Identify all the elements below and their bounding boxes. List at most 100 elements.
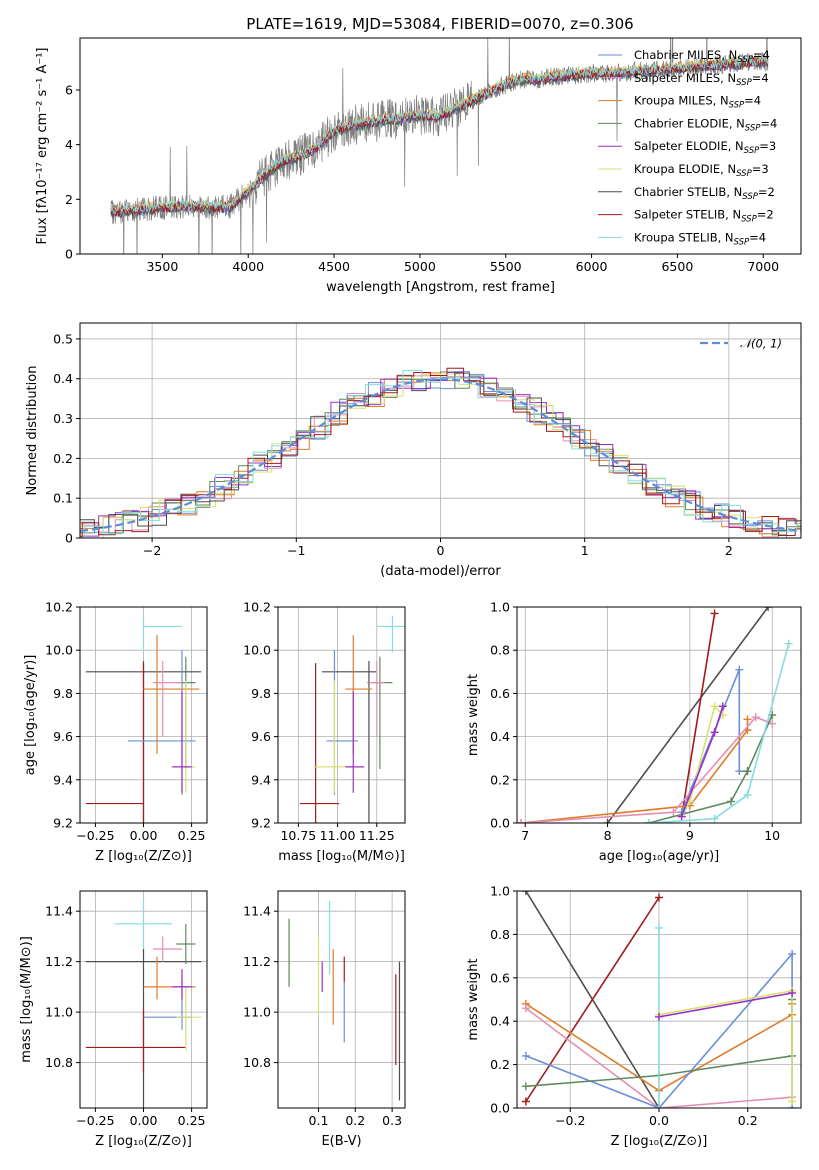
legend-subscript: SSP — [741, 215, 757, 225]
y-axis-label: mass weight — [466, 958, 481, 1040]
y-tick-label: 9.2 — [251, 816, 271, 831]
x-tick-label: −0.2 — [555, 1113, 585, 1128]
series-group — [521, 891, 797, 1108]
axes-frame — [79, 606, 208, 824]
x-tick-label: 7 — [521, 828, 529, 843]
x-tick-label: 9 — [686, 828, 694, 843]
data-point-marker — [521, 1097, 530, 1106]
data-point-marker — [655, 1012, 663, 1021]
weight-vs-age-panel: 7 8 9 10 0.0 0.2 0.4 0.6 0.8 1.0 age [log₁₀(age/yr… — [466, 600, 802, 864]
legend-subscript: SSP — [729, 101, 745, 111]
x-tick-label: 7000 — [747, 259, 779, 274]
y-tick-label: 9.4 — [251, 772, 271, 787]
x-tick-label: 11.00 — [320, 828, 356, 843]
y-axis-label: Flux [fλ10⁻¹⁷ erg cm⁻² s⁻¹ A⁻¹] — [35, 48, 50, 245]
legend-label: Salpeter MILES, NSSP=4 — [634, 71, 769, 88]
y-tick-label: 9.8 — [53, 686, 73, 701]
legend-subscript: SSP — [736, 169, 752, 179]
y-tick-label: 11.2 — [243, 954, 271, 969]
data-point-marker — [517, 819, 526, 823]
x-tick-label: 0.2 — [738, 1113, 758, 1128]
x-tick-label: 5500 — [490, 259, 522, 274]
y-tick-label: 9.6 — [53, 729, 73, 744]
y-tick-label: 0.2 — [53, 451, 73, 466]
data-point-marker — [669, 808, 678, 817]
data-point-marker — [718, 702, 727, 711]
age-vs-metallicity-panel: −0.25 0.00 0.25 9.2 9.4 9.6 9.8 10.0 10.2 Z [log₁… — [23, 600, 208, 864]
x-axis-label: (data-model)/error — [380, 564, 501, 579]
data-point-marker — [768, 719, 777, 728]
x-tick-label: −2 — [143, 543, 161, 558]
y-tick-label: 0.0 — [490, 816, 510, 831]
legend-subscript: SSP — [737, 55, 753, 65]
legend-value: =4 — [749, 230, 766, 244]
figure-title: PLATE=1619, MJD=53084, FIBERID=0070, z=0… — [246, 15, 633, 33]
legend-subscript: SSP — [734, 237, 750, 247]
y-tick-label: 11.2 — [45, 954, 73, 969]
data-point-marker — [603, 819, 612, 823]
x-tick-label: 3500 — [146, 259, 178, 274]
y-tick-label: 0.4 — [53, 371, 73, 386]
legend-label: Kroupa STELIB, NSSP=4 — [634, 230, 766, 247]
y-axis-label: mass weight — [466, 674, 481, 756]
y-tick-label: 0 — [65, 247, 73, 262]
y-tick-label: 0.6 — [490, 970, 510, 985]
data-point-marker — [644, 819, 653, 823]
legend-label: 𝒩(0, 1) — [740, 337, 782, 351]
y-axis-label: age [log₁₀(age/yr)] — [23, 655, 38, 776]
x-tick-label: 5000 — [404, 259, 436, 274]
normal-curve — [80, 378, 801, 533]
legend-value: =4 — [753, 48, 770, 62]
x-tick-label: −0.25 — [76, 1113, 114, 1128]
y-tick-label: 9.6 — [251, 729, 271, 744]
data-point-marker — [788, 949, 797, 958]
y-tick-label: 0.4 — [490, 729, 510, 744]
data-point-marker — [521, 1004, 530, 1013]
model-spectrum-line-kroupa-stelib — [110, 55, 769, 215]
y-tick-label: 10.8 — [243, 1055, 271, 1070]
x-tick-label: 0 — [437, 543, 445, 558]
y-tick-label: 11.0 — [45, 1005, 73, 1020]
x-tick-label: −1 — [287, 543, 305, 558]
y-tick-label: 1.0 — [490, 600, 510, 615]
data-point-marker — [784, 639, 793, 648]
series-line — [606, 607, 769, 823]
legend-subscript: SSP — [736, 78, 752, 88]
x-tick-label: 10.75 — [280, 828, 316, 843]
data-point-marker — [655, 923, 663, 932]
observed-spectrum-line — [110, 38, 769, 254]
x-tick-label: 0.25 — [178, 1113, 206, 1128]
data-point-marker — [751, 713, 760, 722]
x-tick-label: 0.25 — [178, 828, 206, 843]
data-point-marker — [743, 767, 752, 776]
residuals-panel: −2 −1 0 1 2 0 0.1 0.2 0.3 0.4 0.5 (data-model)/erro… — [25, 322, 802, 579]
legend-value: =4 — [760, 116, 777, 130]
legend-label: Chabrier ELODIE, NSSP=4 — [634, 116, 777, 133]
mass-vs-metallicity-panel: −0.25 0.00 0.25 10.8 11.0 11.2 11.4 Z [log₁₀(Z/… — [19, 890, 208, 1149]
y-tick-label: 11.4 — [243, 904, 271, 919]
x-tick-label: 1 — [581, 543, 589, 558]
x-tick-label: 0.1 — [309, 1113, 329, 1128]
axes-frame — [277, 890, 406, 1109]
x-axis-label: Z [log₁₀(Z/Z⊙)] — [95, 1134, 192, 1149]
y-tick-label: 0.5 — [53, 331, 73, 346]
y-tick-label: 0 — [65, 531, 73, 546]
y-tick-label: 10.8 — [45, 1055, 73, 1070]
data-point-marker — [655, 1104, 663, 1108]
axes-frame — [79, 890, 208, 1109]
errorbar-group — [299, 615, 405, 823]
data-point-marker — [743, 715, 752, 724]
x-tick-label: 6000 — [576, 259, 608, 274]
y-tick-label: 11.4 — [45, 904, 73, 919]
axes-frame — [516, 606, 802, 824]
x-tick-label: 0.3 — [382, 1113, 402, 1128]
y-tick-label: 0.8 — [490, 927, 510, 942]
legend-value: =4 — [744, 94, 761, 108]
data-point-marker — [735, 767, 744, 776]
data-point-marker — [788, 1097, 797, 1106]
mass-vs-extinction-panel: 0.1 0.2 0.3 10.8 11.0 11.2 11.4 E(B-V) — [243, 890, 406, 1149]
axes-frame — [516, 890, 802, 1109]
x-tick-label: 8 — [604, 828, 612, 843]
y-tick-label: 10.2 — [45, 600, 73, 615]
